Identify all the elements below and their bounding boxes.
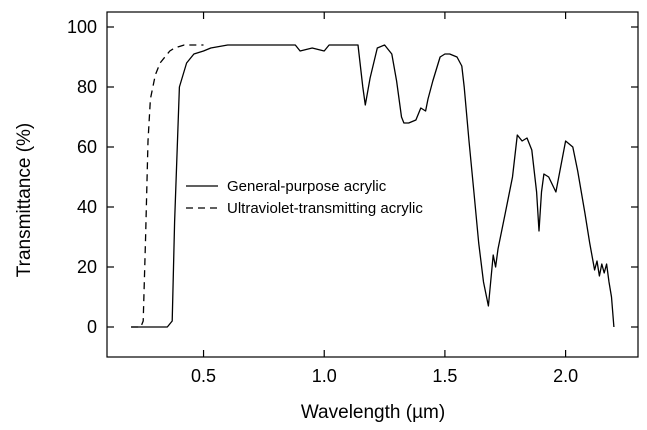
y-tick-label: 60 xyxy=(77,137,97,157)
x-axis-title: Wavelength (µm) xyxy=(301,402,445,423)
tick-labels-group: 0 20 40 60 80 100 0.5 1.0 1.5 2.0 xyxy=(67,17,578,386)
legend-label: General-purpose acrylic xyxy=(227,178,387,195)
y-tick-label: 0 xyxy=(87,317,97,337)
x-tick-label: 0.5 xyxy=(191,366,216,386)
x-tick-label: 1.0 xyxy=(312,366,337,386)
legend-label: Ultraviolet-transmitting acrylic xyxy=(227,200,423,217)
general-purpose-acrylic-line xyxy=(131,44,615,328)
plot-frame-group xyxy=(106,11,639,358)
plot-area-border xyxy=(106,11,639,358)
tick-marks-group xyxy=(107,12,638,357)
y-tick-label: 20 xyxy=(77,257,97,277)
legend: General-purpose acrylic Ultraviolet-trans… xyxy=(186,178,423,217)
x-tick-label: 2.0 xyxy=(553,366,578,386)
y-tick-label: 80 xyxy=(77,77,97,97)
y-tick-label: 40 xyxy=(77,197,97,217)
series-lines-group xyxy=(131,44,615,328)
y-tick-label: 100 xyxy=(67,17,97,37)
x-tick-label: 1.5 xyxy=(432,366,457,386)
y-axis-title: Transmittance (%) xyxy=(14,123,35,278)
uv-transmitting-acrylic-line xyxy=(131,44,204,328)
